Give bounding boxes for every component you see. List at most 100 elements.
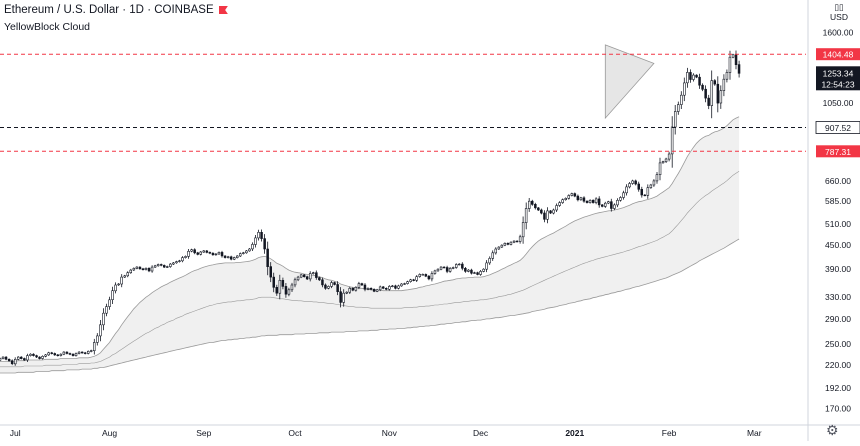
time-axis[interactable]: Jul Aug Sep Oct Nov Dec 2021 Feb Mar: [0, 424, 860, 438]
price-axis[interactable]: 1600.001250.001050.00660.00585.00510.004…: [807, 0, 860, 441]
candle: [567, 194, 570, 200]
candle-body: [506, 243, 510, 245]
candle: [193, 248, 196, 255]
candle-body: [327, 286, 330, 289]
candle: [150, 265, 154, 273]
candle: [144, 267, 148, 271]
candle-body: [324, 284, 327, 289]
candle-body: [613, 204, 616, 209]
candle: [725, 69, 729, 83]
candle-body: [311, 272, 315, 274]
candle-body: [287, 289, 291, 295]
candle-body: [491, 252, 494, 259]
candle: [87, 350, 90, 355]
candle: [588, 199, 592, 204]
candle: [160, 263, 163, 267]
candle-body: [123, 275, 127, 278]
time-tick: Mar: [747, 428, 762, 438]
candle-body: [388, 286, 391, 290]
candle-body: [576, 195, 580, 201]
candle: [518, 234, 522, 244]
symbol-title[interactable]: Ethereum / U.S. Dollar: [4, 4, 120, 16]
candle: [667, 151, 671, 162]
candle: [296, 275, 300, 282]
candle-body: [457, 263, 461, 266]
candle: [233, 256, 236, 261]
candle: [272, 272, 275, 293]
candle-body: [114, 284, 117, 292]
candle-body: [105, 306, 108, 314]
candle-body: [546, 210, 549, 220]
indicator-legend[interactable]: YellowBlock Cloud: [4, 21, 90, 33]
candle: [0, 357, 2, 362]
candle-body: [348, 287, 351, 293]
candle: [305, 275, 309, 280]
horizontal-lines[interactable]: 1404.48 907.52 787.31: [0, 48, 860, 158]
flag-icon[interactable]: [218, 5, 228, 14]
candle-body: [293, 279, 297, 286]
candle-body: [29, 353, 32, 356]
candle: [93, 338, 96, 355]
candle: [53, 352, 56, 356]
candle-body: [26, 355, 29, 361]
candle: [1, 356, 5, 360]
candle: [692, 73, 695, 82]
candle: [524, 202, 528, 230]
candle: [147, 267, 151, 273]
candle-body: [737, 64, 741, 74]
candle-body: [573, 193, 577, 197]
candle: [686, 67, 689, 88]
candle: [439, 266, 443, 271]
candle-body: [363, 284, 367, 290]
candle: [375, 288, 379, 293]
candle-body: [163, 265, 166, 268]
gear-icon[interactable]: ⚙: [826, 422, 839, 438]
candle-body: [689, 72, 692, 80]
candle-body: [333, 282, 336, 285]
candle: [476, 271, 479, 276]
currency-unit[interactable]: ▯▯ USD: [822, 2, 856, 22]
candle-body: [47, 352, 50, 356]
candle-body: [196, 252, 200, 255]
candle: [521, 216, 525, 244]
candle-body: [35, 355, 38, 358]
candle-body: [521, 222, 525, 238]
candle-body: [80, 351, 84, 354]
candle: [494, 247, 497, 255]
candle: [363, 283, 367, 292]
candle: [543, 210, 546, 223]
candle-body: [461, 263, 464, 269]
candle-body: [226, 256, 230, 258]
interval-label[interactable]: 1D: [129, 4, 144, 16]
candle: [722, 74, 726, 97]
candle-body: [44, 354, 47, 357]
candle-body: [494, 248, 497, 254]
candle-body: [625, 186, 628, 194]
candle-body: [138, 266, 142, 270]
candle-body: [564, 198, 567, 201]
candle-body: [10, 360, 14, 365]
candle: [634, 179, 637, 186]
candle: [366, 287, 370, 291]
candle-body: [488, 258, 491, 264]
price-tick: 330.00: [825, 292, 851, 302]
candle-body: [658, 162, 662, 175]
candle: [698, 73, 701, 89]
time-tick: Sep: [196, 428, 211, 438]
candle-body: [549, 210, 552, 214]
candle-body: [394, 285, 397, 289]
candle: [135, 266, 139, 270]
candle: [184, 255, 187, 259]
candle: [625, 184, 628, 196]
candle-body: [537, 207, 540, 211]
candle: [430, 271, 434, 282]
candle-body: [640, 189, 643, 196]
candle: [318, 276, 321, 281]
candle-body: [260, 232, 263, 239]
candle: [248, 248, 251, 252]
candle-body: [403, 283, 406, 285]
candle: [445, 265, 449, 274]
candle: [582, 196, 586, 203]
